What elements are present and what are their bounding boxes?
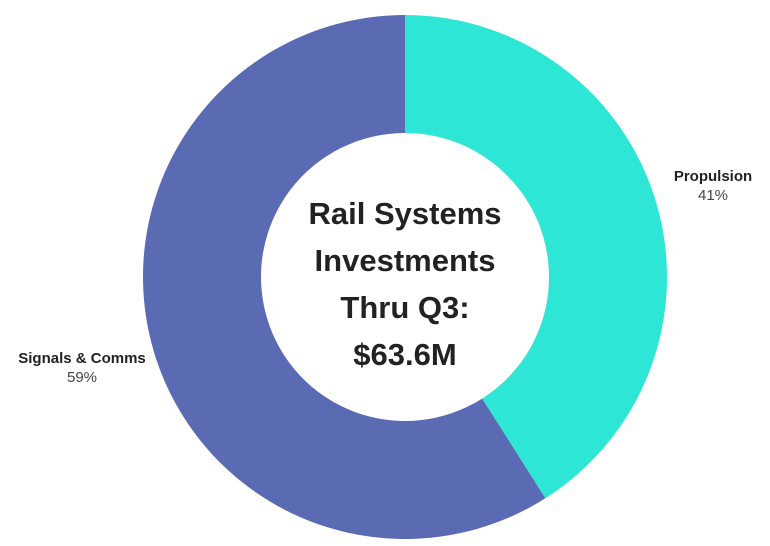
slice-propulsion: [405, 15, 668, 499]
chart-title-line-1: Rail Systems: [308, 196, 502, 231]
slice-signals-comms: [142, 15, 546, 539]
slice-name-propulsion: Propulsion: [673, 168, 753, 185]
chart-title: Rail Systems Investments Thru Q3: $63.6M: [255, 190, 555, 378]
chart-title-line-3: Thru Q3:: [340, 290, 470, 325]
slice-label-signals-comms: Signals & Comms 59%: [4, 349, 160, 387]
chart-title-line-2: Investments: [314, 243, 496, 278]
slice-percent-signals-comms: 59%: [66, 369, 98, 386]
slice-percent-propulsion: 41%: [697, 187, 729, 204]
slice-name-signals-comms: Signals & Comms: [18, 350, 146, 367]
chart-title-line-4: $63.6M: [353, 337, 457, 372]
slice-label-propulsion: Propulsion 41%: [660, 167, 766, 205]
